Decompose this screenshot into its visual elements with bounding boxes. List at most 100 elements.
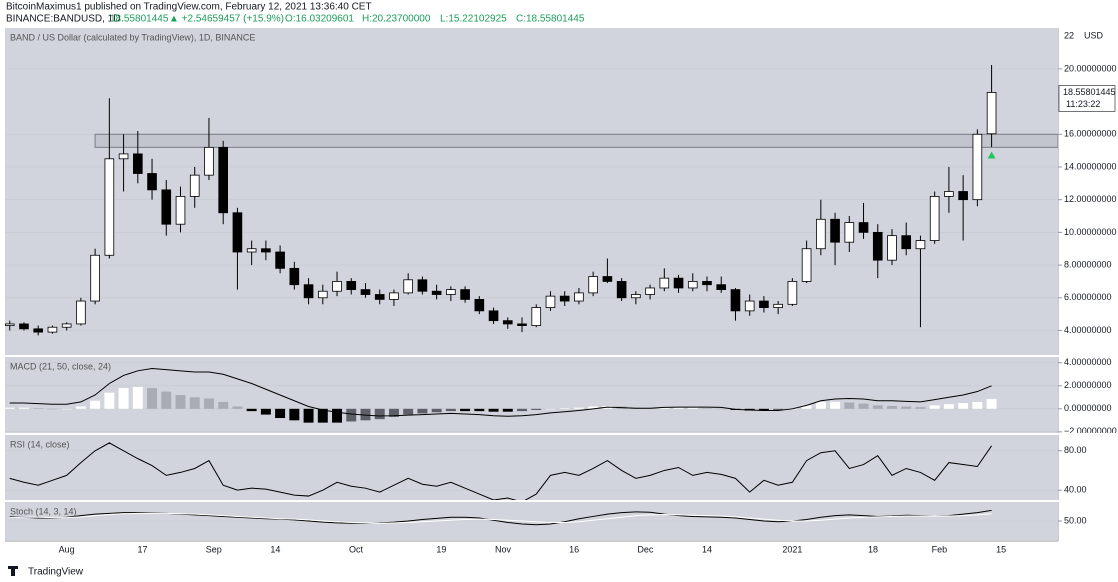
x-tick-label: Dec (637, 544, 654, 554)
histogram-bar (147, 388, 158, 409)
price: 18.55801445 (110, 14, 169, 25)
histogram-bar (958, 403, 969, 409)
histogram-bar (346, 408, 357, 422)
histogram-bar (801, 405, 812, 409)
candle-body (559, 295, 570, 302)
histogram-bar (317, 408, 328, 423)
y-tick-label: 14.00000000 (1064, 161, 1117, 171)
candle-body (502, 320, 513, 325)
y-tick-label: 6.00000000 (1064, 292, 1112, 302)
candle-body (374, 294, 385, 300)
countdown: 11:23:22 (1066, 99, 1100, 109)
histogram-bar (388, 408, 399, 417)
candle-body (830, 218, 840, 243)
histogram-bar (104, 392, 115, 409)
last-price-box (1058, 85, 1116, 112)
x-tick-label: 14 (270, 544, 280, 554)
candle-body (175, 196, 186, 225)
candle-body (346, 281, 357, 290)
candle-body (275, 251, 285, 269)
candle-body (787, 281, 798, 305)
pane-plot (9, 442, 993, 500)
low: L:15.22102925 (440, 14, 507, 25)
histogram-bar (445, 408, 456, 412)
pane-plot (5, 65, 1058, 336)
histogram-bar (815, 401, 826, 409)
candle-body (602, 276, 613, 282)
candle-body (132, 153, 143, 174)
x-tick-label: Oct (349, 544, 364, 554)
x-tick-label: 15 (996, 544, 1006, 554)
y-tick-label: 10.00000000 (1064, 227, 1117, 237)
candle-body (47, 326, 58, 333)
histogram-bar (118, 388, 129, 409)
candle-body (76, 300, 86, 325)
candle-body (460, 289, 470, 300)
histogram-bar (531, 408, 542, 410)
histogram-bar (702, 408, 712, 409)
close: C:18.55801445 (516, 14, 585, 25)
candle-body (474, 299, 485, 312)
candle-body (673, 277, 684, 289)
histogram-bar (189, 397, 200, 409)
candle-body (161, 189, 172, 225)
histogram-bar (929, 405, 940, 409)
histogram-bar (545, 408, 556, 410)
x-tick-label: Sep (206, 544, 222, 554)
candle-body (816, 218, 826, 250)
open: O:16.03209601 (285, 14, 354, 25)
candle-body (616, 281, 627, 299)
candle-body (204, 146, 214, 176)
candle-body (332, 281, 342, 292)
candle-body (317, 290, 328, 299)
candle-body (915, 240, 926, 250)
candle-body (5, 323, 15, 326)
pane-background (5, 435, 1058, 500)
x-tick-label: 14 (702, 544, 712, 554)
histogram-bar (203, 398, 214, 409)
candle-body (118, 153, 129, 160)
histogram-bar (246, 408, 257, 412)
signal-marker (987, 151, 996, 159)
histogram-bar (260, 408, 271, 415)
histogram-bar (175, 395, 186, 409)
candle-body (645, 287, 655, 295)
histogram-bar (758, 408, 769, 411)
change: ▲ +2.54659457 (+15.9%) (169, 14, 284, 25)
candle-body (887, 235, 897, 261)
histogram-bar (858, 403, 869, 409)
histogram-bar (659, 407, 670, 409)
y-tick-label: 20.00000000 (1064, 63, 1117, 73)
brand-logo (8, 566, 18, 576)
histogram-bar (275, 408, 286, 419)
histogram-bar (773, 408, 784, 410)
candle-body (431, 290, 442, 295)
y-tick-label: 4.00000000 (1064, 357, 1112, 367)
symbol: BINANCE:BANDUSD, 1D (6, 14, 120, 25)
candle-body (232, 212, 243, 253)
histogram-bar (232, 406, 243, 409)
histogram-bar (132, 386, 143, 409)
candle-body (517, 323, 527, 326)
candle-body (246, 248, 257, 253)
x-tick-label: 18 (868, 544, 878, 554)
y-tick-label: 80.00 (1064, 445, 1087, 455)
candle-body (944, 191, 954, 197)
candle-body (687, 281, 698, 289)
histogram-bar (90, 400, 101, 409)
histogram-bar (47, 408, 58, 410)
x-tick-label: Nov (495, 544, 512, 554)
candle-body (702, 281, 712, 286)
x-tick-label: Aug (59, 544, 75, 554)
y-tick-label: 8.00000000 (1064, 259, 1112, 269)
candle-body (972, 133, 983, 201)
candle-body (872, 231, 883, 261)
histogram-bar (33, 408, 44, 409)
candle-body (446, 289, 456, 295)
candle-body (488, 310, 499, 322)
histogram-bar (943, 404, 954, 409)
candle-body (389, 292, 399, 300)
candle-body (801, 248, 812, 282)
x-tick-label: 16 (569, 544, 579, 554)
